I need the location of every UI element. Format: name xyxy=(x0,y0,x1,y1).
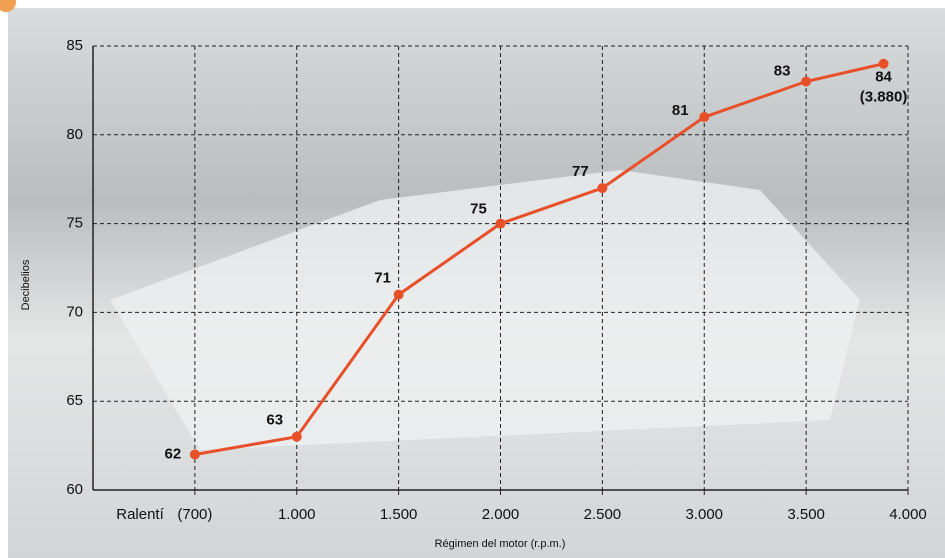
corner-icon xyxy=(0,0,16,12)
point xyxy=(495,218,506,229)
value-label: 83 xyxy=(774,62,791,79)
boat-shape xyxy=(110,170,860,450)
point xyxy=(393,289,404,300)
y-tick-label: 65 xyxy=(66,392,83,409)
x-tick-label: 4.000 xyxy=(889,506,927,523)
value-label: 84 xyxy=(875,69,892,86)
point xyxy=(878,58,889,69)
value-note: (3.880) xyxy=(860,89,908,106)
y-tick-label: 70 xyxy=(66,303,83,320)
y-tick-label: 85 xyxy=(66,37,83,54)
y-axis-label: Decibelios xyxy=(20,259,32,310)
value-label: 77 xyxy=(572,163,589,180)
value-label: 71 xyxy=(374,270,391,287)
x-tick-label: 1.000 xyxy=(278,506,316,523)
value-label: 81 xyxy=(672,102,689,119)
value-label: 63 xyxy=(266,412,283,429)
point xyxy=(801,76,812,87)
value-label: 62 xyxy=(165,445,182,462)
x-tick-label: 1.500 xyxy=(380,506,418,523)
x-axis-label: Régimen del motor (r.p.m.) xyxy=(435,538,566,550)
value-label: 75 xyxy=(470,201,487,218)
line xyxy=(194,62,884,456)
x-tick-label: 3.500 xyxy=(787,506,825,523)
point xyxy=(291,431,302,442)
x-tick-label: 2.500 xyxy=(584,506,622,523)
x-tick-label: (700) xyxy=(177,506,212,523)
x-note: Ralentí xyxy=(116,506,164,523)
y-tick-label: 75 xyxy=(66,215,83,232)
point xyxy=(699,112,710,123)
x-tick-label: 2.000 xyxy=(482,506,520,523)
y-tick-label: 80 xyxy=(66,126,83,143)
point xyxy=(597,183,608,194)
y-tick-label: 60 xyxy=(66,481,83,498)
x-tick-label: 3.000 xyxy=(685,506,723,523)
point xyxy=(189,449,200,460)
